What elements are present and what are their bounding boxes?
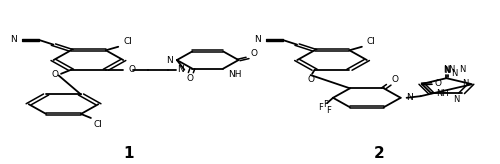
Text: O: O xyxy=(52,70,59,79)
Text: O: O xyxy=(128,65,136,74)
Text: N: N xyxy=(448,65,454,74)
Text: O: O xyxy=(251,49,258,58)
Text: F: F xyxy=(323,100,328,109)
Text: F: F xyxy=(326,106,330,115)
Text: N: N xyxy=(462,80,468,88)
Text: N: N xyxy=(166,56,173,64)
Text: 1: 1 xyxy=(123,146,134,161)
Text: N: N xyxy=(452,95,459,104)
Text: NH: NH xyxy=(228,70,241,79)
Text: F: F xyxy=(318,103,323,112)
Text: NH: NH xyxy=(436,89,449,98)
Text: N: N xyxy=(450,69,457,78)
Text: N: N xyxy=(459,65,465,74)
Text: N: N xyxy=(443,66,450,75)
Text: 2: 2 xyxy=(374,146,384,161)
Text: N: N xyxy=(443,65,450,74)
Text: O: O xyxy=(391,75,398,84)
Text: O: O xyxy=(307,75,314,84)
Text: N: N xyxy=(10,35,17,44)
Text: O: O xyxy=(186,74,194,83)
Text: N: N xyxy=(406,93,412,102)
Text: Cl: Cl xyxy=(367,37,376,46)
Text: Cl: Cl xyxy=(123,37,132,46)
Text: Cl: Cl xyxy=(94,120,102,129)
Text: N: N xyxy=(444,66,450,75)
Text: O: O xyxy=(434,79,441,88)
Text: N: N xyxy=(177,65,184,74)
Text: N: N xyxy=(254,35,260,44)
